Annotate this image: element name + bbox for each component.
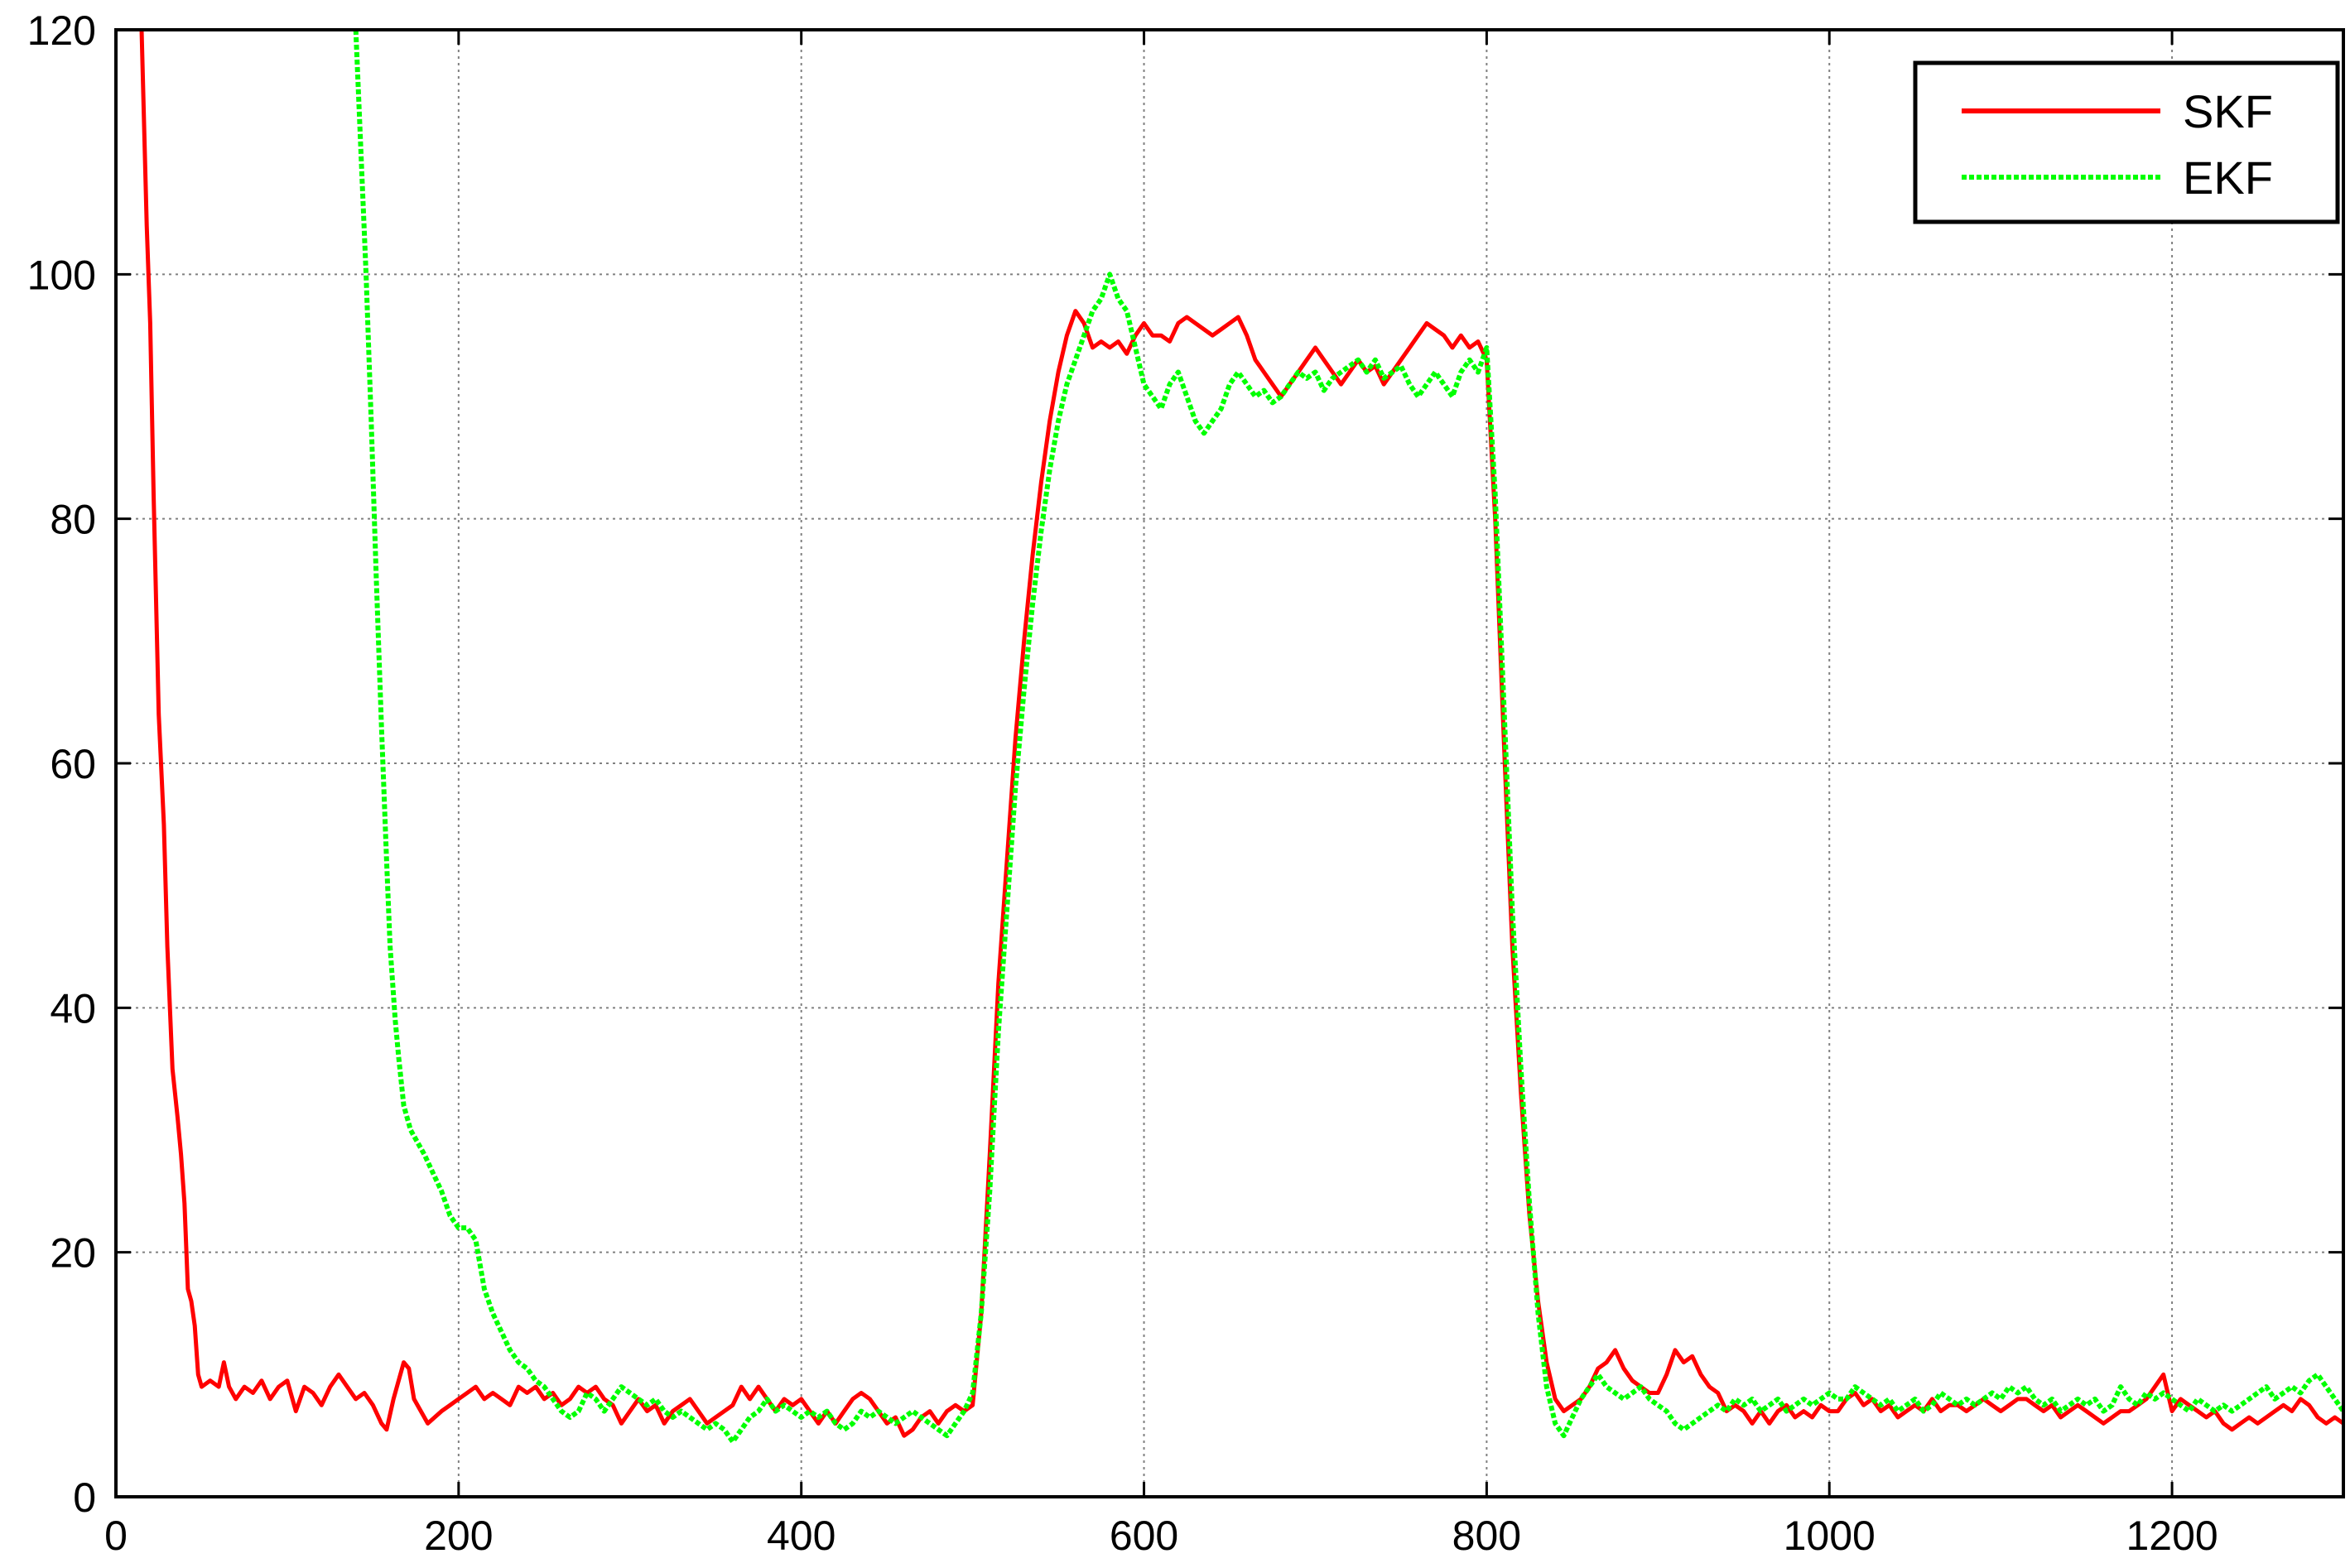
y-tick-label: 60 (50, 741, 96, 787)
y-tick-label: 40 (50, 985, 96, 1032)
y-tick-label: 0 (73, 1474, 96, 1521)
x-tick-label: 800 (1452, 1513, 1521, 1559)
legend-box (1913, 60, 2340, 224)
series-line-ekf (353, 30, 2343, 1445)
x-tick-label: 0 (104, 1513, 128, 1559)
grid (116, 30, 2343, 1497)
y-tick-label: 80 (50, 497, 96, 543)
series-line-skf (139, 30, 2343, 1438)
series-group (139, 30, 2343, 1445)
legend-label-skf: SKF (2183, 85, 2273, 137)
ticks (114, 28, 2343, 1498)
legend-label-ekf: EKF (2183, 152, 2273, 204)
x-axis-tick-labels: 0 200 400 600 800 1000 1200 (104, 1513, 2218, 1559)
y-axis-tick-labels: 0 20 40 60 80 100 120 (27, 7, 96, 1521)
y-tick-label: 120 (27, 7, 96, 54)
x-tick-label: 600 (1110, 1513, 1178, 1559)
y-tick-label: 20 (50, 1230, 96, 1277)
x-tick-label: 1200 (2126, 1513, 2218, 1559)
x-tick-label: 400 (767, 1513, 836, 1559)
y-tick-label: 100 (27, 252, 96, 298)
legend: SKF EKF (1913, 60, 2340, 224)
x-tick-label: 1000 (1784, 1513, 1876, 1559)
x-tick-label: 200 (424, 1513, 493, 1559)
